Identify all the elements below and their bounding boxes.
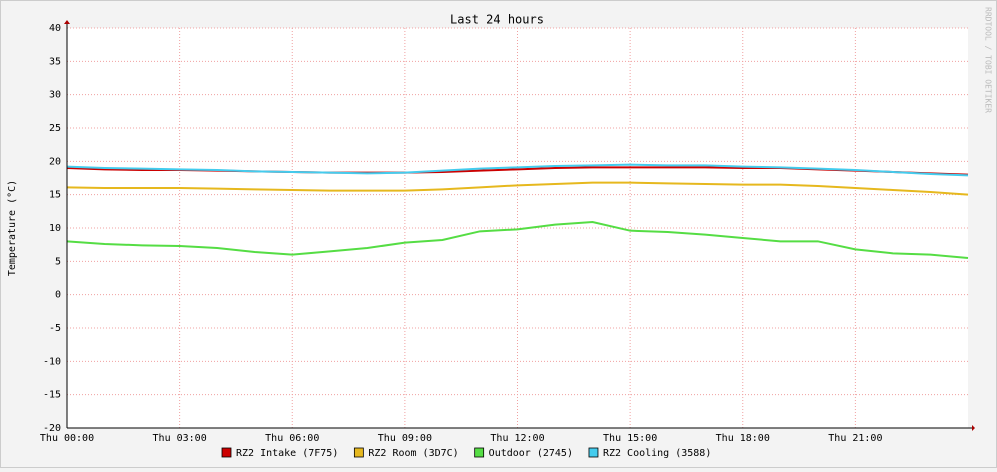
x-tick-label: Thu 15:00 xyxy=(603,433,657,444)
grid xyxy=(66,27,968,429)
y-tick-label: -5 xyxy=(49,323,61,334)
series-line xyxy=(66,181,969,196)
legend-swatch xyxy=(221,447,232,458)
y-axis-label: Temperature (°C) xyxy=(7,180,18,276)
x-tick-label: Thu 21:00 xyxy=(828,433,882,444)
legend-label: Outdoor (2745) xyxy=(489,448,573,459)
y-tick-label: 30 xyxy=(49,90,61,101)
y-tick-label: 0 xyxy=(55,290,61,301)
y-tick-label: 25 xyxy=(49,123,61,134)
x-tick-label: Thu 09:00 xyxy=(378,433,432,444)
lines xyxy=(66,163,969,259)
y-tick-label: 15 xyxy=(49,190,61,201)
y-tick-label: -15 xyxy=(43,390,61,401)
y-tick-label: -20 xyxy=(43,423,61,434)
legend-label: RZ2 Room (3D7C) xyxy=(368,448,458,459)
legend-label: RZ2 Intake (7F75) xyxy=(236,448,338,459)
x-arrow xyxy=(972,425,975,431)
legend-label: RZ2 Cooling (3588) xyxy=(603,448,711,459)
legend-swatch xyxy=(474,447,485,458)
y-tick-label: 10 xyxy=(49,223,61,234)
x-tick-label: Thu 18:00 xyxy=(716,433,770,444)
legend-swatch xyxy=(588,447,599,458)
y-tick-label: 5 xyxy=(55,256,61,267)
y-tick-label: 40 xyxy=(49,23,61,34)
series-line xyxy=(66,163,969,177)
y-tick-label: 20 xyxy=(49,156,61,167)
x-tick-label: Thu 00:00 xyxy=(40,433,94,444)
chart-title: Last 24 hours xyxy=(450,13,544,27)
x-tick-label: Thu 12:00 xyxy=(490,433,544,444)
series-line xyxy=(66,220,969,259)
x-tick-label: Thu 03:00 xyxy=(153,433,207,444)
x-tick-label: Thu 06:00 xyxy=(265,433,319,444)
y-tick-label: -10 xyxy=(43,356,61,367)
y-arrow xyxy=(64,20,70,24)
y-tick-label: 35 xyxy=(49,56,61,67)
watermark: RRDTOOL / TOBI OETIKER xyxy=(984,7,993,113)
legend-swatch xyxy=(353,447,364,458)
legend: RZ2 Intake (7F75) RZ2 Room (3D7C) Outdoor … xyxy=(221,447,711,459)
